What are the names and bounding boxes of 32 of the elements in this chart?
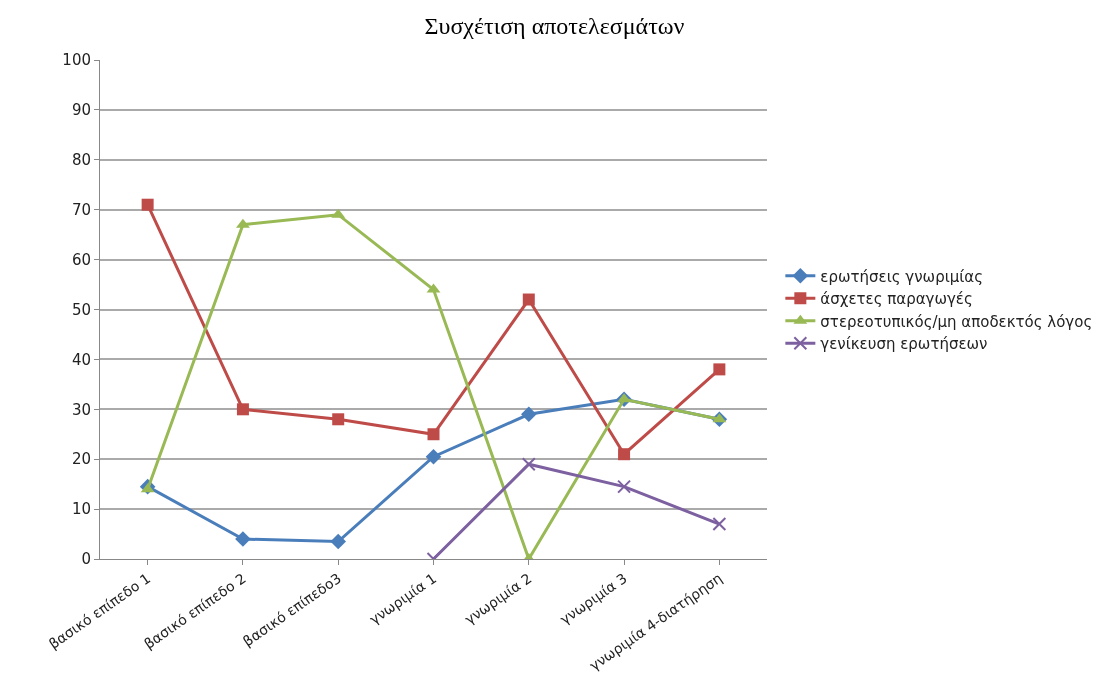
- y-tick-label: 10: [71, 500, 91, 519]
- y-tick-label: 70: [71, 200, 91, 219]
- point: [712, 517, 727, 532]
- legend-label: στερεοτυπικός/μη αποδεκτός λόγος: [820, 312, 1093, 331]
- legend-label: γενίκευση ερωτήσεων: [820, 335, 988, 354]
- y-tick-label: 80: [71, 151, 91, 170]
- legend-label: ερωτήσεις γνωριμίας: [820, 267, 984, 286]
- y-tick-label: 40: [71, 350, 91, 369]
- y-tick-label: 30: [71, 400, 91, 419]
- point: [521, 457, 536, 472]
- point: [235, 531, 251, 547]
- point: [330, 533, 347, 550]
- y-tick-label: 20: [71, 450, 91, 469]
- point: [141, 198, 154, 211]
- chart-title: Συσχέτιση αποτελεσμάτων: [424, 12, 685, 39]
- point: [617, 479, 632, 494]
- point: [520, 406, 537, 423]
- point: [617, 393, 631, 403]
- point: [427, 428, 440, 441]
- point: [332, 413, 345, 426]
- point: [425, 448, 442, 465]
- y-tick-label: 90: [71, 101, 91, 120]
- y-tick-label: 0: [81, 550, 91, 569]
- y-tick-label: 50: [71, 300, 91, 319]
- point: [713, 363, 726, 376]
- y-tick-label: 100: [62, 51, 91, 70]
- point: [236, 403, 249, 416]
- point: [522, 293, 535, 306]
- point: [618, 448, 631, 461]
- legend-label: άσχετες παραγωγές: [820, 290, 973, 309]
- y-tick-label: 60: [71, 250, 91, 269]
- point: [236, 218, 250, 228]
